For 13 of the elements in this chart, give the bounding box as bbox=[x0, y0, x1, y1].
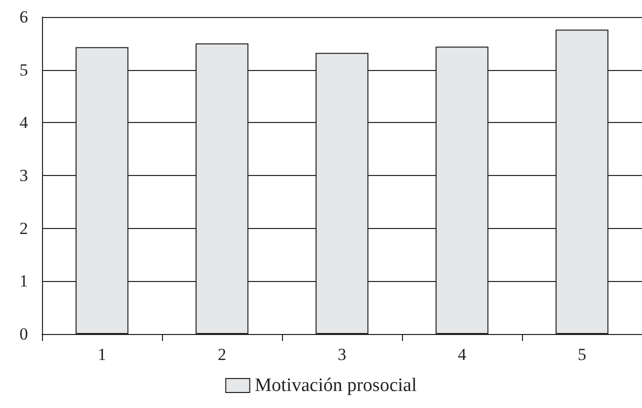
legend-label: Motivación prosocial bbox=[254, 375, 417, 396]
y-tick-label: 6 bbox=[20, 8, 28, 26]
x-tick-label: 1 bbox=[98, 345, 106, 364]
x-tick-label: 2 bbox=[218, 345, 226, 364]
x-tick-label: 4 bbox=[458, 345, 467, 364]
x-tick-label: 5 bbox=[578, 345, 586, 364]
y-tick-label: 3 bbox=[20, 166, 28, 185]
y-tick-label: 1 bbox=[20, 272, 28, 291]
x-tick-label: 3 bbox=[338, 345, 346, 364]
y-tick-label: 0 bbox=[20, 324, 28, 344]
y-tick-label: 2 bbox=[20, 218, 28, 238]
y-tick-label: 5 bbox=[20, 60, 28, 80]
y-tick-label: 4 bbox=[20, 113, 28, 132]
